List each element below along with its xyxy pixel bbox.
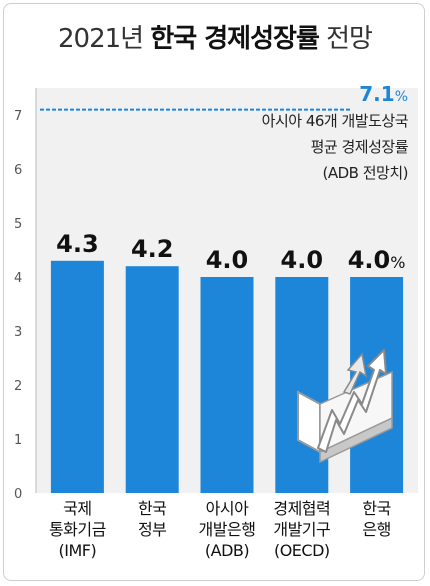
bar [125,266,179,493]
bar-value-label: 4.3 [56,230,99,258]
y-tick-label: 0 [14,487,22,502]
title-suffix: 전망 [318,24,373,54]
x-tick-label-line: (IMF) [58,541,97,560]
reference-value: 7.1 [359,82,395,106]
bar-value-label: 4.0 [206,246,249,274]
y-tick-label: 5 [14,217,22,232]
rising-arrows-icon-part [319,370,393,454]
title-bold: 한국 경제성장률 [150,24,319,54]
bar [200,277,254,493]
x-tick-label-line: 개발은행 [198,520,256,539]
bar-value-label: 4.0% [348,246,406,274]
x-tick-label-line: 한국 [362,499,391,518]
rising-arrows-icon-part [342,352,368,395]
y-tick-label: 7 [14,109,22,124]
x-tick-label-line: 은행 [362,520,391,539]
y-tick-label: 4 [14,271,22,286]
bar [50,260,104,493]
rising-arrows-icon [297,349,393,464]
x-tick-label-line: 정부 [137,520,167,539]
x-tick-label-line: 한국 [137,499,167,518]
reference-note-line-1: 아시아 46개 개발도상국 [261,112,409,130]
reference-value-label: 7.1% [359,82,408,106]
y-tick-label: 1 [14,433,22,448]
reference-note-line-2: 평균 경제성장률 [310,138,409,156]
bar-value-label: 4.2 [131,235,174,263]
reference-unit: % [394,89,408,105]
value-unit: % [390,253,405,272]
chart-title: 2021년 한국 경제성장률 전망 [0,18,430,55]
reference-note-line-3: (ADB 전망치) [322,164,409,182]
bar-value-label: 4.0 [281,246,324,274]
rising-arrows-icon-part [317,349,387,453]
x-tick-label-line: 개발기구 [273,520,331,539]
x-tick-label-line: 국제 [63,499,92,518]
title-prefix: 2021년 [58,24,151,54]
x-tick-label-line: 아시아 [205,499,249,518]
x-tick-label-line: (OECD) [273,541,330,560]
y-tick-label: 2 [14,379,22,394]
x-tick-label-line: (ADB) [204,541,250,560]
y-tick-label: 3 [14,325,22,340]
x-tick-label-line: 경제협력 [273,499,331,518]
y-tick-label: 6 [14,163,22,178]
x-tick-label-line: 통화기금 [48,520,106,539]
